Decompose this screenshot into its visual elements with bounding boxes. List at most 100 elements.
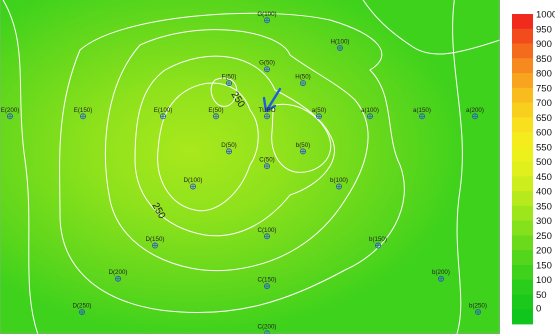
station-crosshair-icon bbox=[419, 113, 425, 119]
colorbar-tick-label: 400 bbox=[536, 187, 552, 198]
colorbar-swatch bbox=[512, 146, 533, 163]
colorbar: 1000950900850800750700650600550500450400… bbox=[512, 10, 555, 325]
station-label: H(50) bbox=[295, 74, 310, 81]
colorbar-tick-label: 0 bbox=[536, 304, 541, 315]
colorbar-swatch bbox=[512, 58, 533, 74]
station-crosshair-icon bbox=[226, 80, 232, 86]
station-crosshair-icon bbox=[264, 283, 270, 289]
station-point: D(150) bbox=[146, 236, 165, 249]
colorbar-tick-label: 250 bbox=[536, 231, 552, 242]
station-point: b(250) bbox=[469, 302, 487, 315]
station-crosshair-icon bbox=[264, 66, 270, 72]
colorbar-swatch bbox=[512, 14, 533, 30]
colorbar-swatch bbox=[512, 294, 533, 310]
station-label: b(250) bbox=[469, 302, 487, 309]
station-label: F(50) bbox=[222, 74, 237, 81]
station-point: D(50) bbox=[221, 142, 237, 155]
colorbar-swatch bbox=[512, 191, 533, 207]
colorbar-tick-label: 1000 bbox=[536, 10, 555, 21]
station-point: E(50) bbox=[208, 107, 224, 120]
station-crosshair-icon bbox=[300, 148, 306, 154]
colorbar-tick-label: 950 bbox=[536, 24, 552, 35]
station-label: C(100) bbox=[258, 227, 277, 234]
colorbar-swatch bbox=[512, 43, 533, 59]
station-label: D(150) bbox=[146, 236, 165, 243]
colorbar-tick-label: 550 bbox=[536, 142, 552, 153]
colorbar-tick-label: 50 bbox=[536, 290, 547, 301]
station-point: a(100) bbox=[361, 107, 379, 120]
station-crosshair-icon bbox=[264, 113, 270, 119]
station-point: a(50) bbox=[312, 107, 326, 120]
colorbar-tick-label: 650 bbox=[536, 113, 552, 124]
station-crosshair-icon bbox=[213, 113, 219, 119]
station-crosshair-icon bbox=[264, 17, 270, 23]
station-point: C(100) bbox=[258, 227, 277, 240]
colorbar-swatch bbox=[512, 161, 533, 177]
station-point: C(50) bbox=[259, 157, 275, 170]
colorbar-swatch bbox=[512, 279, 533, 295]
colorbar-tick-label: 700 bbox=[536, 98, 552, 109]
station-crosshair-icon bbox=[115, 276, 121, 282]
station-label: a(50) bbox=[312, 107, 326, 114]
station-point: a(150) bbox=[413, 107, 431, 120]
colorbar-tick-label: 350 bbox=[536, 201, 552, 212]
station-label: b(200) bbox=[432, 269, 450, 276]
station-label: G(50) bbox=[259, 60, 275, 67]
station-crosshair-icon bbox=[472, 113, 478, 119]
colorbar-swatch bbox=[512, 250, 533, 266]
station-point: D(200) bbox=[109, 269, 128, 282]
station-point: E(100) bbox=[154, 107, 172, 120]
station-label: D(200) bbox=[109, 269, 128, 276]
station-crosshair-icon bbox=[336, 183, 342, 190]
station-point: TUBO bbox=[258, 107, 276, 120]
colorbar-tick-label: 600 bbox=[536, 128, 552, 139]
contour-plot: 250 250 G(100)H(100)G(50)F(50) H(50)E(200… bbox=[0, 0, 500, 334]
colorbar-swatch bbox=[512, 28, 533, 44]
station-crosshair-icon bbox=[226, 148, 232, 154]
station-crosshair-icon bbox=[367, 113, 373, 119]
plot-background bbox=[0, 0, 500, 334]
station-label: G(100) bbox=[257, 11, 276, 18]
station-label: a(100) bbox=[361, 107, 379, 114]
colorbar-swatch bbox=[512, 220, 533, 236]
colorbar-tick-label: 100 bbox=[536, 275, 552, 286]
colorbar-swatch bbox=[512, 235, 533, 251]
station-crosshair-icon bbox=[152, 242, 158, 249]
station-point: b(150) bbox=[369, 236, 387, 249]
station-label: C(200) bbox=[258, 324, 277, 331]
colorbar-tick-label: 500 bbox=[536, 157, 552, 168]
station-label: a(200) bbox=[466, 107, 484, 114]
station-label: D(250) bbox=[73, 302, 92, 309]
station-point: E(200) bbox=[1, 107, 20, 120]
colorbar-swatch bbox=[512, 73, 533, 89]
station-label: b(150) bbox=[369, 236, 387, 243]
station-point: D(100) bbox=[184, 177, 202, 190]
station-point: G(50) bbox=[259, 60, 275, 73]
colorbar-tick-label: 900 bbox=[536, 39, 552, 50]
station-crosshair-icon bbox=[7, 113, 13, 119]
colorbar-swatch bbox=[512, 117, 533, 133]
station-crosshair-icon bbox=[160, 113, 166, 119]
colorbar-tick-label: 750 bbox=[536, 83, 552, 94]
station-label: C(50) bbox=[259, 157, 274, 164]
colorbar-swatch bbox=[512, 264, 533, 281]
colorbar-swatch bbox=[512, 205, 533, 222]
arrow-annotation bbox=[262, 87, 282, 113]
station-crosshair-icon bbox=[79, 309, 85, 315]
station-point: G(100) bbox=[257, 11, 277, 24]
colorbar-swatch bbox=[512, 102, 533, 118]
colorbar-tick-label: 850 bbox=[536, 54, 552, 65]
station-point: b(200) bbox=[432, 269, 450, 282]
station-crosshair-icon bbox=[300, 80, 306, 86]
station-label: E(200) bbox=[1, 107, 20, 114]
station-label: D(50) bbox=[221, 142, 236, 149]
station-crosshair-icon bbox=[316, 113, 322, 119]
station-point: F(50) bbox=[222, 74, 237, 87]
colorbar-swatch bbox=[512, 132, 533, 148]
station-point: b(100) bbox=[330, 177, 348, 190]
colorbar-swatch bbox=[512, 176, 533, 192]
station-crosshair-icon bbox=[438, 276, 444, 282]
station-crosshair-icon bbox=[264, 233, 270, 239]
colorbar-tick-label: 150 bbox=[536, 260, 552, 271]
contour-lines bbox=[0, 0, 500, 334]
